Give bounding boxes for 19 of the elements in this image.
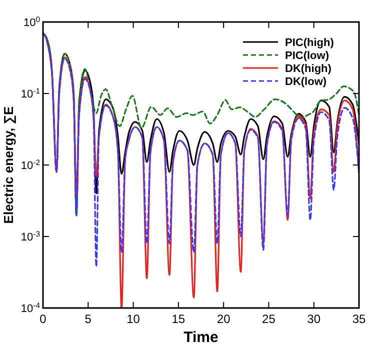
x-tick-label: 0	[40, 312, 47, 326]
y-tick-label: 10$^{-1}$	[20, 86, 40, 100]
x-tick-label: 35	[352, 312, 366, 326]
x-tick-label: 30	[307, 312, 321, 326]
legend-label: DK(low)	[285, 76, 327, 88]
legend-label: PIC(high)	[285, 37, 334, 49]
legend-label: DK(high)	[285, 63, 332, 75]
y-tick-label: 10$^{-3}$	[20, 229, 40, 244]
y-axis-title: Electric energy, ∑E	[1, 106, 16, 224]
y-tick-label: 10$^{-4}$	[20, 300, 41, 315]
x-tick-label: 25	[262, 312, 276, 326]
x-tick-label: 15	[172, 312, 186, 326]
x-tick-label: 20	[216, 312, 231, 326]
x-tick-label: 10	[126, 312, 140, 326]
x-axis-title: Time	[184, 329, 218, 346]
y-tick-label: 10$^{-2}$	[20, 158, 40, 172]
y-tick-label: 10$^{0}$	[23, 14, 40, 29]
legend-label: PIC(low)	[285, 50, 330, 62]
x-tick-label: 5	[84, 312, 92, 326]
